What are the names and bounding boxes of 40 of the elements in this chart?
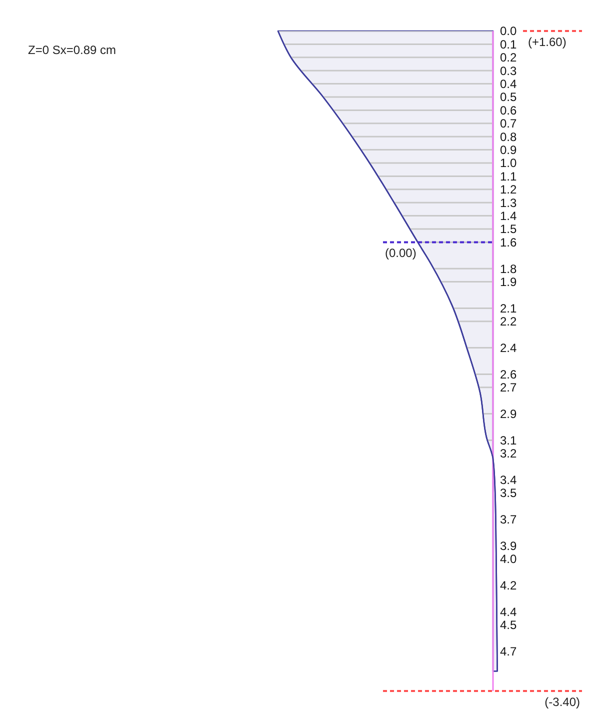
y-tick-label: 3.5 <box>500 486 518 500</box>
y-tick-label: 4.0 <box>500 552 518 566</box>
y-tick-label: 0.7 <box>500 116 518 131</box>
y-tick-label: 2.2 <box>500 314 518 329</box>
y-tick-label: 4.5 <box>500 618 518 632</box>
y-tick-label: 0.3 <box>500 64 518 78</box>
ref-line-label: (+1.60) <box>528 35 566 49</box>
y-tick-label: 2.1 <box>500 301 518 316</box>
y-tick-label: 1.3 <box>500 196 518 210</box>
y-tick-label: 0.1 <box>500 37 518 52</box>
y-tick-label: 3.1 <box>500 433 518 448</box>
y-tick-label: 1.4 <box>500 209 518 223</box>
y-tick-label: 0.9 <box>500 143 518 157</box>
y-tick-label: 3.2 <box>500 446 518 461</box>
y-tick-label: 1.0 <box>500 156 518 170</box>
y-tick-label: 1.1 <box>500 169 518 184</box>
y-tick-label: 0.6 <box>500 103 518 118</box>
y-tick-label: 2.4 <box>500 341 518 355</box>
y-tick-label: 0.2 <box>500 50 518 65</box>
y-tick-label: 1.8 <box>500 262 518 276</box>
y-tick-label: 4.7 <box>500 644 518 659</box>
y-tick-label: 3.4 <box>500 473 518 487</box>
y-tick-label: 0.4 <box>500 77 518 91</box>
y-tick-label: 1.9 <box>500 275 518 289</box>
y-tick-label: 1.2 <box>500 182 518 197</box>
y-tick-label: 2.7 <box>500 380 518 395</box>
y-tick-label: 3.9 <box>500 539 518 553</box>
y-tick-label: 0.0 <box>500 24 518 38</box>
y-tick-label: 2.9 <box>500 407 518 421</box>
y-tick-label: 1.6 <box>500 235 518 250</box>
y-tick-label: 2.6 <box>500 367 518 382</box>
y-tick-label: 0.5 <box>500 90 518 104</box>
text: Z=0 Sx=0.89 cm <box>28 43 116 57</box>
y-tick-label: 3.7 <box>500 512 518 527</box>
y-tick-label: 4.4 <box>500 605 518 619</box>
y-tick-label: 0.8 <box>500 130 518 144</box>
y-tick-label: 1.5 <box>500 222 518 236</box>
ref-line-label: (0.00) <box>385 246 416 260</box>
y-tick-label: 4.2 <box>500 578 518 593</box>
ref-line-label: (-3.40) <box>544 695 580 709</box>
